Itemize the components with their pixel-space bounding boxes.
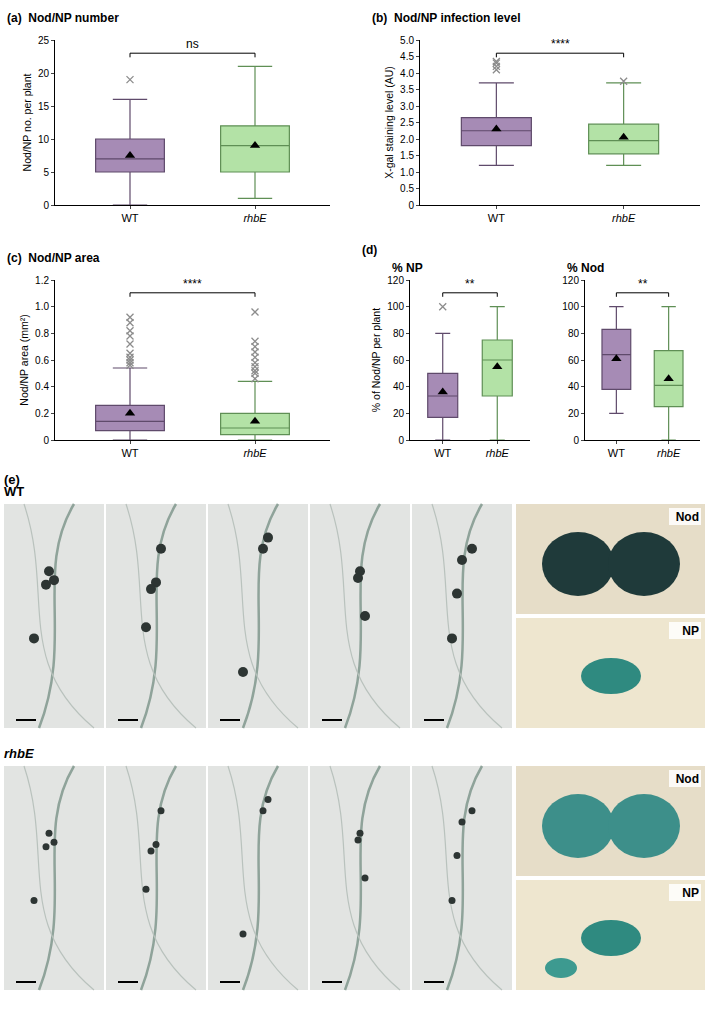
- svg-text:0: 0: [408, 200, 414, 211]
- svg-text:WT: WT: [608, 447, 625, 459]
- svg-text:(a) Nod/NP number: (a) Nod/NP number: [7, 11, 119, 25]
- svg-text:10: 10: [38, 134, 50, 145]
- svg-text:40: 40: [568, 381, 580, 392]
- svg-text:WT: WT: [488, 212, 505, 224]
- svg-text:0: 0: [43, 435, 49, 446]
- svg-text:40: 40: [393, 381, 405, 392]
- svg-text:ns: ns: [186, 37, 199, 51]
- svg-text:1.2: 1.2: [35, 275, 49, 286]
- svg-text:(b) Nod/NP infection level: (b) Nod/NP infection level: [372, 11, 520, 25]
- svg-text:120: 120: [562, 275, 579, 286]
- svg-text:% of Nod/NP per plant: % of Nod/NP per plant: [370, 308, 382, 412]
- svg-text:100: 100: [387, 301, 404, 312]
- svg-text:rhbE: rhbE: [243, 447, 267, 459]
- svg-text:20: 20: [393, 408, 405, 419]
- svg-text:5: 5: [43, 167, 49, 178]
- svg-text:120: 120: [387, 275, 404, 286]
- svg-text:% NP: % NP: [392, 261, 423, 275]
- svg-text:0: 0: [398, 435, 404, 446]
- svg-text:WT: WT: [4, 484, 24, 499]
- svg-text:25: 25: [38, 35, 50, 46]
- svg-text:0.5: 0.5: [400, 183, 414, 194]
- svg-text:WT: WT: [121, 212, 138, 224]
- svg-text:Nod/NP no. per plant: Nod/NP no. per plant: [21, 73, 33, 171]
- svg-text:15: 15: [38, 101, 50, 112]
- svg-text:1.5: 1.5: [400, 150, 414, 161]
- svg-text:% Nod: % Nod: [567, 261, 604, 275]
- svg-text:3.0: 3.0: [400, 101, 414, 112]
- svg-text:0.6: 0.6: [35, 355, 49, 366]
- svg-text:****: ****: [551, 37, 570, 51]
- svg-text:**: **: [638, 277, 648, 291]
- svg-text:60: 60: [568, 355, 580, 366]
- svg-text:0: 0: [573, 435, 579, 446]
- svg-text:2.0: 2.0: [400, 134, 414, 145]
- svg-text:4.0: 4.0: [400, 68, 414, 79]
- svg-text:Nod/NP area (mm²): Nod/NP area (mm²): [18, 314, 30, 405]
- svg-text:rhbE: rhbE: [657, 447, 681, 459]
- svg-text:rhbE: rhbE: [486, 447, 510, 459]
- svg-text:0.2: 0.2: [35, 408, 49, 419]
- svg-text:(e): (e): [4, 472, 20, 487]
- svg-text:rhbE: rhbE: [4, 746, 34, 761]
- svg-text:1.0: 1.0: [400, 167, 414, 178]
- svg-text:20: 20: [38, 68, 50, 79]
- svg-text:NP: NP: [682, 886, 699, 900]
- svg-text:5.0: 5.0: [400, 35, 414, 46]
- svg-text:****: ****: [183, 277, 202, 291]
- svg-text:80: 80: [568, 328, 580, 339]
- svg-text:0.4: 0.4: [35, 381, 49, 392]
- svg-text:3.5: 3.5: [400, 84, 414, 95]
- svg-text:2.5: 2.5: [400, 117, 414, 128]
- svg-text:60: 60: [393, 355, 405, 366]
- svg-text:20: 20: [568, 408, 580, 419]
- svg-text:WT: WT: [121, 447, 138, 459]
- svg-text:Nod: Nod: [676, 510, 699, 524]
- svg-text:Nod: Nod: [676, 772, 699, 786]
- svg-text:NP: NP: [682, 624, 699, 638]
- svg-text:WT: WT: [434, 447, 451, 459]
- svg-text:1.0: 1.0: [35, 301, 49, 312]
- svg-text:rhbE: rhbE: [243, 212, 267, 224]
- svg-text:0: 0: [43, 200, 49, 211]
- svg-text:X-gal staining level (AU): X-gal staining level (AU): [383, 66, 395, 179]
- svg-text:(c) Nod/NP area: (c) Nod/NP area: [7, 251, 100, 265]
- svg-text:**: **: [465, 277, 475, 291]
- svg-text:4.5: 4.5: [400, 51, 414, 62]
- svg-text:(d): (d): [362, 243, 377, 257]
- svg-text:0.8: 0.8: [35, 328, 49, 339]
- svg-text:100: 100: [562, 301, 579, 312]
- svg-text:rhbE: rhbE: [612, 212, 636, 224]
- svg-text:80: 80: [393, 328, 405, 339]
